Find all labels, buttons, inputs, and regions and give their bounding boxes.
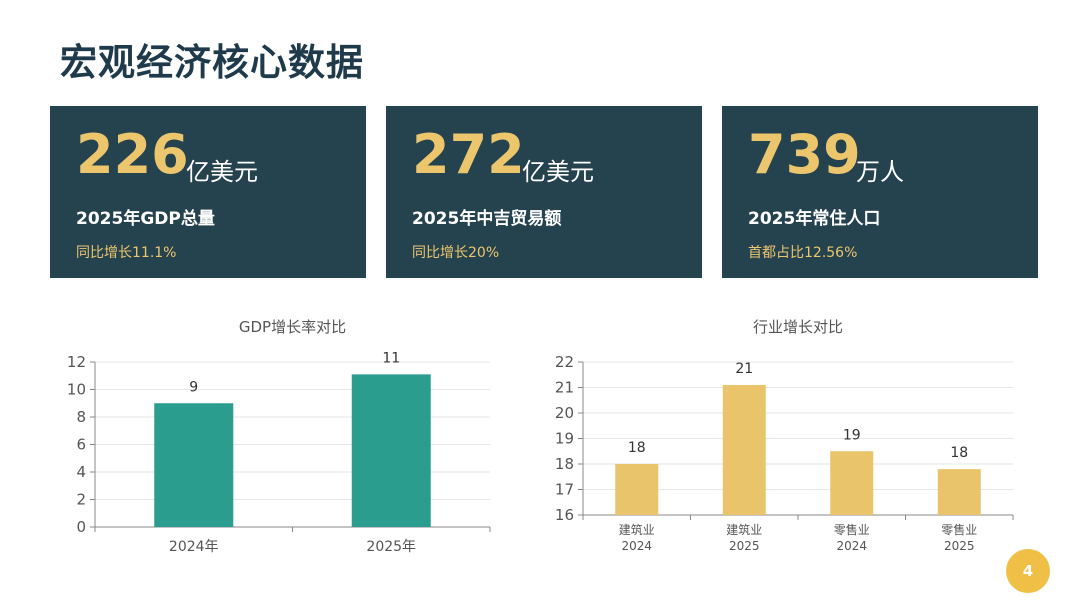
y-tick-label: 22 (555, 353, 574, 371)
x-tick-label: 零售业 (941, 522, 977, 537)
x-tick-label: 2024年 (169, 539, 219, 555)
kpi-value: 226 (76, 123, 189, 186)
y-tick-label: 10 (67, 381, 86, 399)
chart-title: 行业增长对比 (753, 318, 843, 336)
y-tick-label: 4 (76, 463, 86, 481)
x-tick-label: 2025 (944, 539, 975, 553)
x-tick-label: 2024 (621, 539, 652, 553)
y-tick-label: 17 (555, 481, 574, 499)
kpi-card-population: 739 万人 2025年常住人口 首都占比12.56% (722, 106, 1038, 278)
bar (830, 451, 874, 515)
data-label: 19 (843, 427, 861, 443)
y-tick-label: 0 (76, 518, 86, 536)
kpi-label: 2025年GDP总量 (76, 209, 215, 229)
y-tick-label: 21 (555, 379, 574, 397)
data-label: 9 (189, 379, 198, 395)
kpi-unit: 亿美元 (522, 158, 594, 186)
y-tick-label: 8 (76, 408, 86, 426)
industry-growth-chart: 行业增长对比 16 17 18 19 20 21 22 18 建筑业 2024 21 建筑业 2025 19… (555, 318, 1014, 553)
kpi-unit: 亿美元 (186, 158, 258, 186)
kpi-unit: 万人 (856, 158, 904, 186)
kpi-card-trade: 272 亿美元 2025年中吉贸易额 同比增长20% (386, 106, 702, 278)
kpi-sub: 同比增长20% (412, 245, 500, 261)
gdp-growth-chart: GDP增长率对比 0 2 4 6 8 10 12 9 2024年 11 2025年 (67, 318, 491, 555)
x-tick-label: 建筑业 (619, 522, 655, 537)
bar (937, 469, 981, 515)
data-label: 21 (735, 361, 753, 377)
kpi-value: 739 (748, 123, 861, 186)
y-tick-label: 19 (555, 430, 574, 448)
bar (722, 384, 766, 515)
kpi-value: 272 (412, 123, 525, 186)
x-tick-label: 2025 (729, 539, 760, 553)
bar (351, 374, 431, 527)
y-tick-label: 6 (76, 436, 86, 454)
x-tick-label: 2025年 (366, 539, 416, 555)
bar (154, 403, 234, 527)
y-tick-label: 18 (555, 455, 574, 473)
x-tick-label: 2024 (836, 539, 867, 553)
y-tick-label: 20 (555, 404, 574, 422)
kpi-label: 2025年常住人口 (748, 209, 881, 229)
chart-title: GDP增长率对比 (239, 318, 346, 336)
kpi-label: 2025年中吉贸易额 (412, 209, 562, 229)
x-tick-label: 建筑业 (726, 522, 762, 537)
data-label: 18 (950, 445, 968, 461)
y-tick-label: 2 (76, 491, 86, 509)
y-tick-label: 16 (555, 506, 574, 524)
kpi-card-gdp: 226 亿美元 2025年GDP总量 同比增长11.1% (50, 106, 366, 278)
y-tick-label: 12 (67, 353, 86, 371)
kpi-sub: 同比增长11.1% (76, 245, 177, 261)
x-tick-label: 零售业 (834, 522, 870, 537)
data-label: 18 (628, 440, 646, 456)
page-title: 宏观经济核心数据 (60, 41, 364, 84)
kpi-sub: 首都占比12.56% (748, 245, 858, 261)
data-label: 11 (382, 350, 400, 366)
bar (615, 464, 659, 515)
page-number-badge: 4 (1006, 549, 1050, 593)
